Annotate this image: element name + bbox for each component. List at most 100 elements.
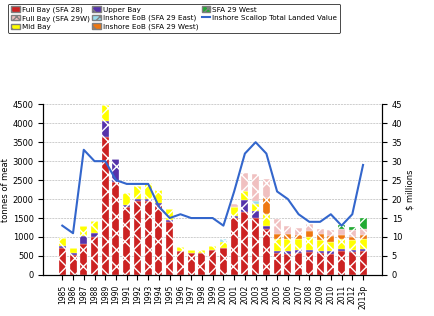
Bar <box>102 121 109 137</box>
Bar <box>273 234 281 239</box>
Bar <box>145 199 152 201</box>
Bar <box>198 253 205 275</box>
Bar <box>327 241 334 252</box>
Bar <box>145 183 152 199</box>
Bar <box>273 239 281 251</box>
Bar <box>252 218 259 275</box>
Bar <box>220 239 227 241</box>
Bar <box>306 252 313 275</box>
Bar <box>295 228 302 235</box>
Bar <box>59 246 66 248</box>
Bar <box>306 250 313 252</box>
Bar <box>284 254 291 275</box>
Bar <box>209 250 216 275</box>
Y-axis label: $ millions: $ millions <box>405 169 414 210</box>
Bar <box>316 234 324 240</box>
Bar <box>123 207 130 275</box>
Bar <box>359 251 367 275</box>
Bar <box>123 205 130 207</box>
Bar <box>252 211 259 218</box>
Bar <box>284 226 291 234</box>
Bar <box>230 218 238 275</box>
Bar <box>349 252 356 275</box>
Bar <box>349 240 356 250</box>
Bar <box>338 251 345 275</box>
Bar <box>284 252 291 254</box>
Bar <box>349 250 356 252</box>
Bar <box>263 214 270 226</box>
Bar <box>316 240 324 251</box>
Bar <box>177 252 184 275</box>
Bar <box>338 235 345 239</box>
Bar <box>230 216 238 218</box>
Bar <box>316 251 324 253</box>
Bar <box>91 221 98 233</box>
Y-axis label: tonnes of meat: tonnes of meat <box>1 158 10 222</box>
Bar <box>145 201 152 275</box>
Bar <box>80 226 87 236</box>
Bar <box>134 186 141 199</box>
Bar <box>59 248 66 275</box>
Bar <box>102 105 109 121</box>
Bar <box>349 227 356 230</box>
Bar <box>284 234 291 239</box>
Bar <box>241 212 248 275</box>
Bar <box>241 200 248 212</box>
Bar <box>102 137 109 275</box>
Bar <box>327 252 334 254</box>
Bar <box>69 255 76 275</box>
Bar <box>123 193 130 205</box>
Bar <box>230 207 238 216</box>
Bar <box>349 230 356 237</box>
Bar <box>198 250 205 253</box>
Bar <box>359 249 367 251</box>
Bar <box>252 174 259 201</box>
Bar <box>177 247 184 252</box>
Bar <box>187 253 195 275</box>
Bar <box>69 253 76 255</box>
Bar <box>91 233 98 237</box>
Bar <box>349 237 356 240</box>
Bar <box>80 236 87 244</box>
Bar <box>295 252 302 275</box>
Bar <box>241 191 248 200</box>
Bar <box>338 239 345 249</box>
Bar <box>306 224 313 231</box>
Bar <box>134 199 141 201</box>
Bar <box>155 203 162 205</box>
Bar <box>252 204 259 211</box>
Bar <box>80 244 87 275</box>
Bar <box>166 209 173 220</box>
Bar <box>59 238 66 246</box>
Bar <box>263 229 270 275</box>
Bar <box>91 237 98 275</box>
Bar <box>166 220 173 222</box>
Bar <box>338 249 345 251</box>
Bar <box>327 230 334 236</box>
Bar <box>316 253 324 275</box>
Bar <box>112 182 119 275</box>
Bar <box>273 219 281 234</box>
Bar <box>263 179 270 198</box>
Bar <box>220 248 227 275</box>
Bar <box>230 204 238 207</box>
Bar <box>220 241 227 248</box>
Bar <box>338 225 345 229</box>
Bar <box>306 231 313 237</box>
Bar <box>69 248 76 253</box>
Bar <box>112 159 119 182</box>
Bar <box>284 239 291 252</box>
Bar <box>263 198 270 214</box>
Bar <box>166 222 173 275</box>
Bar <box>359 229 367 235</box>
Bar <box>359 218 367 229</box>
Bar <box>273 251 281 253</box>
Bar <box>316 229 324 234</box>
Bar <box>327 254 334 275</box>
Bar <box>241 173 248 191</box>
Bar <box>252 201 259 204</box>
Bar <box>263 226 270 229</box>
Bar <box>295 235 302 239</box>
Bar <box>306 237 313 250</box>
Bar <box>295 239 302 250</box>
